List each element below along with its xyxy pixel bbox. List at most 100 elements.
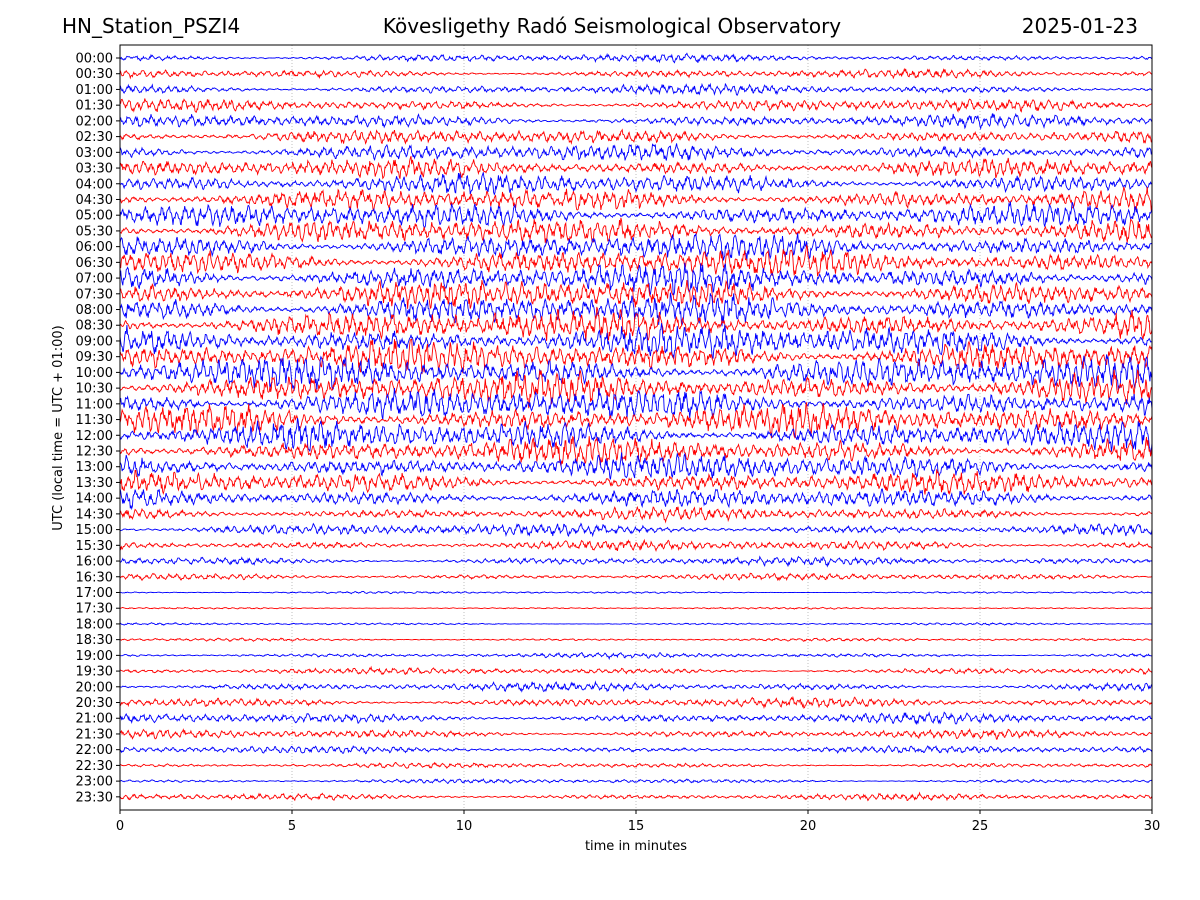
y-tick-label: 22:30 xyxy=(76,759,113,774)
trace-0500 xyxy=(120,201,1152,229)
trace-1500 xyxy=(120,522,1152,538)
x-tick-label: 30 xyxy=(1144,819,1161,834)
trace-1030 xyxy=(120,369,1152,409)
y-tick-label: 05:00 xyxy=(76,209,113,224)
y-tick-label: 09:00 xyxy=(76,334,113,349)
y-tick-label: 04:30 xyxy=(76,193,113,208)
y-tick-label: 20:30 xyxy=(76,696,113,711)
trace-1700 xyxy=(120,590,1152,595)
y-tick-label: 15:00 xyxy=(76,523,113,538)
y-tick-label: 10:00 xyxy=(76,366,113,381)
trace-2130 xyxy=(120,728,1152,740)
y-tick-label: 02:30 xyxy=(76,130,113,145)
y-tick-label: 15:30 xyxy=(76,539,113,554)
y-tick-label: 09:30 xyxy=(76,350,113,365)
trace-2000 xyxy=(120,680,1152,693)
date-label: 2025-01-23 xyxy=(1021,14,1138,38)
trace-1100 xyxy=(120,387,1152,420)
trace-0400 xyxy=(120,172,1152,196)
y-tick-label: 03:00 xyxy=(76,146,113,161)
trace-0000 xyxy=(120,52,1152,64)
trace-1930 xyxy=(120,665,1152,676)
trace-2330 xyxy=(120,791,1152,802)
trace-1830 xyxy=(120,637,1152,642)
trace-1530 xyxy=(120,538,1152,553)
y-tick-label: 08:30 xyxy=(76,319,113,334)
y-tick-label: 23:30 xyxy=(76,790,113,805)
y-tick-label: 14:30 xyxy=(76,507,113,522)
trace-2200 xyxy=(120,745,1152,755)
x-tick-group: 0 5 10 15 20 25 30 xyxy=(116,810,1160,834)
trace-group xyxy=(120,52,1152,802)
x-tick-label: 10 xyxy=(456,819,473,834)
trace-2300 xyxy=(120,778,1152,785)
y-tick-label: 10:30 xyxy=(76,382,113,397)
trace-1730 xyxy=(120,606,1152,610)
y-tick-label: 21:00 xyxy=(76,712,113,727)
trace-1300 xyxy=(120,452,1152,480)
trace-0730 xyxy=(120,279,1152,310)
trace-1130 xyxy=(120,402,1152,439)
trace-1800 xyxy=(120,622,1152,626)
y-tick-label: 04:00 xyxy=(76,177,113,192)
trace-0100 xyxy=(120,82,1152,97)
y-tick-label: 16:30 xyxy=(76,570,113,585)
trace-0700 xyxy=(120,262,1152,296)
y-tick-label: 13:00 xyxy=(76,460,113,475)
chart-title: Kövesligethy Radó Seismological Observat… xyxy=(382,14,842,38)
trace-0230 xyxy=(120,128,1152,145)
y-tick-label: 14:00 xyxy=(76,492,113,507)
y-tick-label: 16:00 xyxy=(76,555,113,570)
y-tick-label: 12:00 xyxy=(76,429,113,444)
y-tick-label: 05:30 xyxy=(76,224,113,239)
y-tick-label: 07:00 xyxy=(76,272,113,287)
trace-0330 xyxy=(120,156,1152,180)
y-tick-label: 17:00 xyxy=(76,586,113,601)
y-tick-label: 03:30 xyxy=(76,162,113,177)
y-tick-group: 00:0000:3001:0001:3002:0002:3003:0003:30… xyxy=(76,52,120,805)
trace-2100 xyxy=(120,711,1152,725)
x-tick-label: 5 xyxy=(288,819,296,834)
y-tick-label: 17:30 xyxy=(76,602,113,617)
trace-1430 xyxy=(120,505,1152,524)
y-tick-label: 11:30 xyxy=(76,413,113,428)
y-tick-label: 11:00 xyxy=(76,397,113,412)
y-tick-label: 19:00 xyxy=(76,649,113,664)
station-label: HN_Station_PSZI4 xyxy=(62,14,241,38)
x-tick-label: 15 xyxy=(628,819,645,834)
trace-0430 xyxy=(120,186,1152,213)
y-tick-label: 02:00 xyxy=(76,114,113,129)
x-axis-label: time in minutes xyxy=(585,839,687,854)
y-tick-label: 18:00 xyxy=(76,617,113,632)
trace-1200 xyxy=(120,417,1152,454)
trace-1900 xyxy=(120,651,1152,661)
x-tick-label: 25 xyxy=(972,819,989,834)
trace-0030 xyxy=(120,67,1152,80)
y-axis-label: UTC (local time = UTC + 01:00) xyxy=(51,325,66,530)
trace-0930 xyxy=(120,338,1152,375)
y-tick-label: 23:00 xyxy=(76,775,113,790)
trace-0900 xyxy=(120,323,1152,359)
vertical-gridlines xyxy=(291,45,981,810)
trace-2030 xyxy=(120,695,1152,710)
y-tick-label: 01:00 xyxy=(76,83,113,98)
y-tick-label: 12:30 xyxy=(76,445,113,460)
trace-0300 xyxy=(120,143,1152,162)
y-tick-label: 18:30 xyxy=(76,633,113,648)
y-tick-label: 08:00 xyxy=(76,303,113,318)
trace-0130 xyxy=(120,98,1152,113)
trace-1330 xyxy=(120,469,1152,496)
y-tick-label: 19:30 xyxy=(76,665,113,680)
trace-1600 xyxy=(120,555,1152,568)
trace-0830 xyxy=(120,306,1152,342)
trace-0600 xyxy=(120,233,1152,261)
trace-2230 xyxy=(120,761,1152,769)
trace-0530 xyxy=(120,217,1152,244)
trace-0200 xyxy=(120,112,1152,131)
trace-1400 xyxy=(120,488,1152,511)
trace-1630 xyxy=(120,572,1152,582)
y-tick-label: 00:00 xyxy=(76,52,113,67)
trace-1000 xyxy=(120,354,1152,391)
